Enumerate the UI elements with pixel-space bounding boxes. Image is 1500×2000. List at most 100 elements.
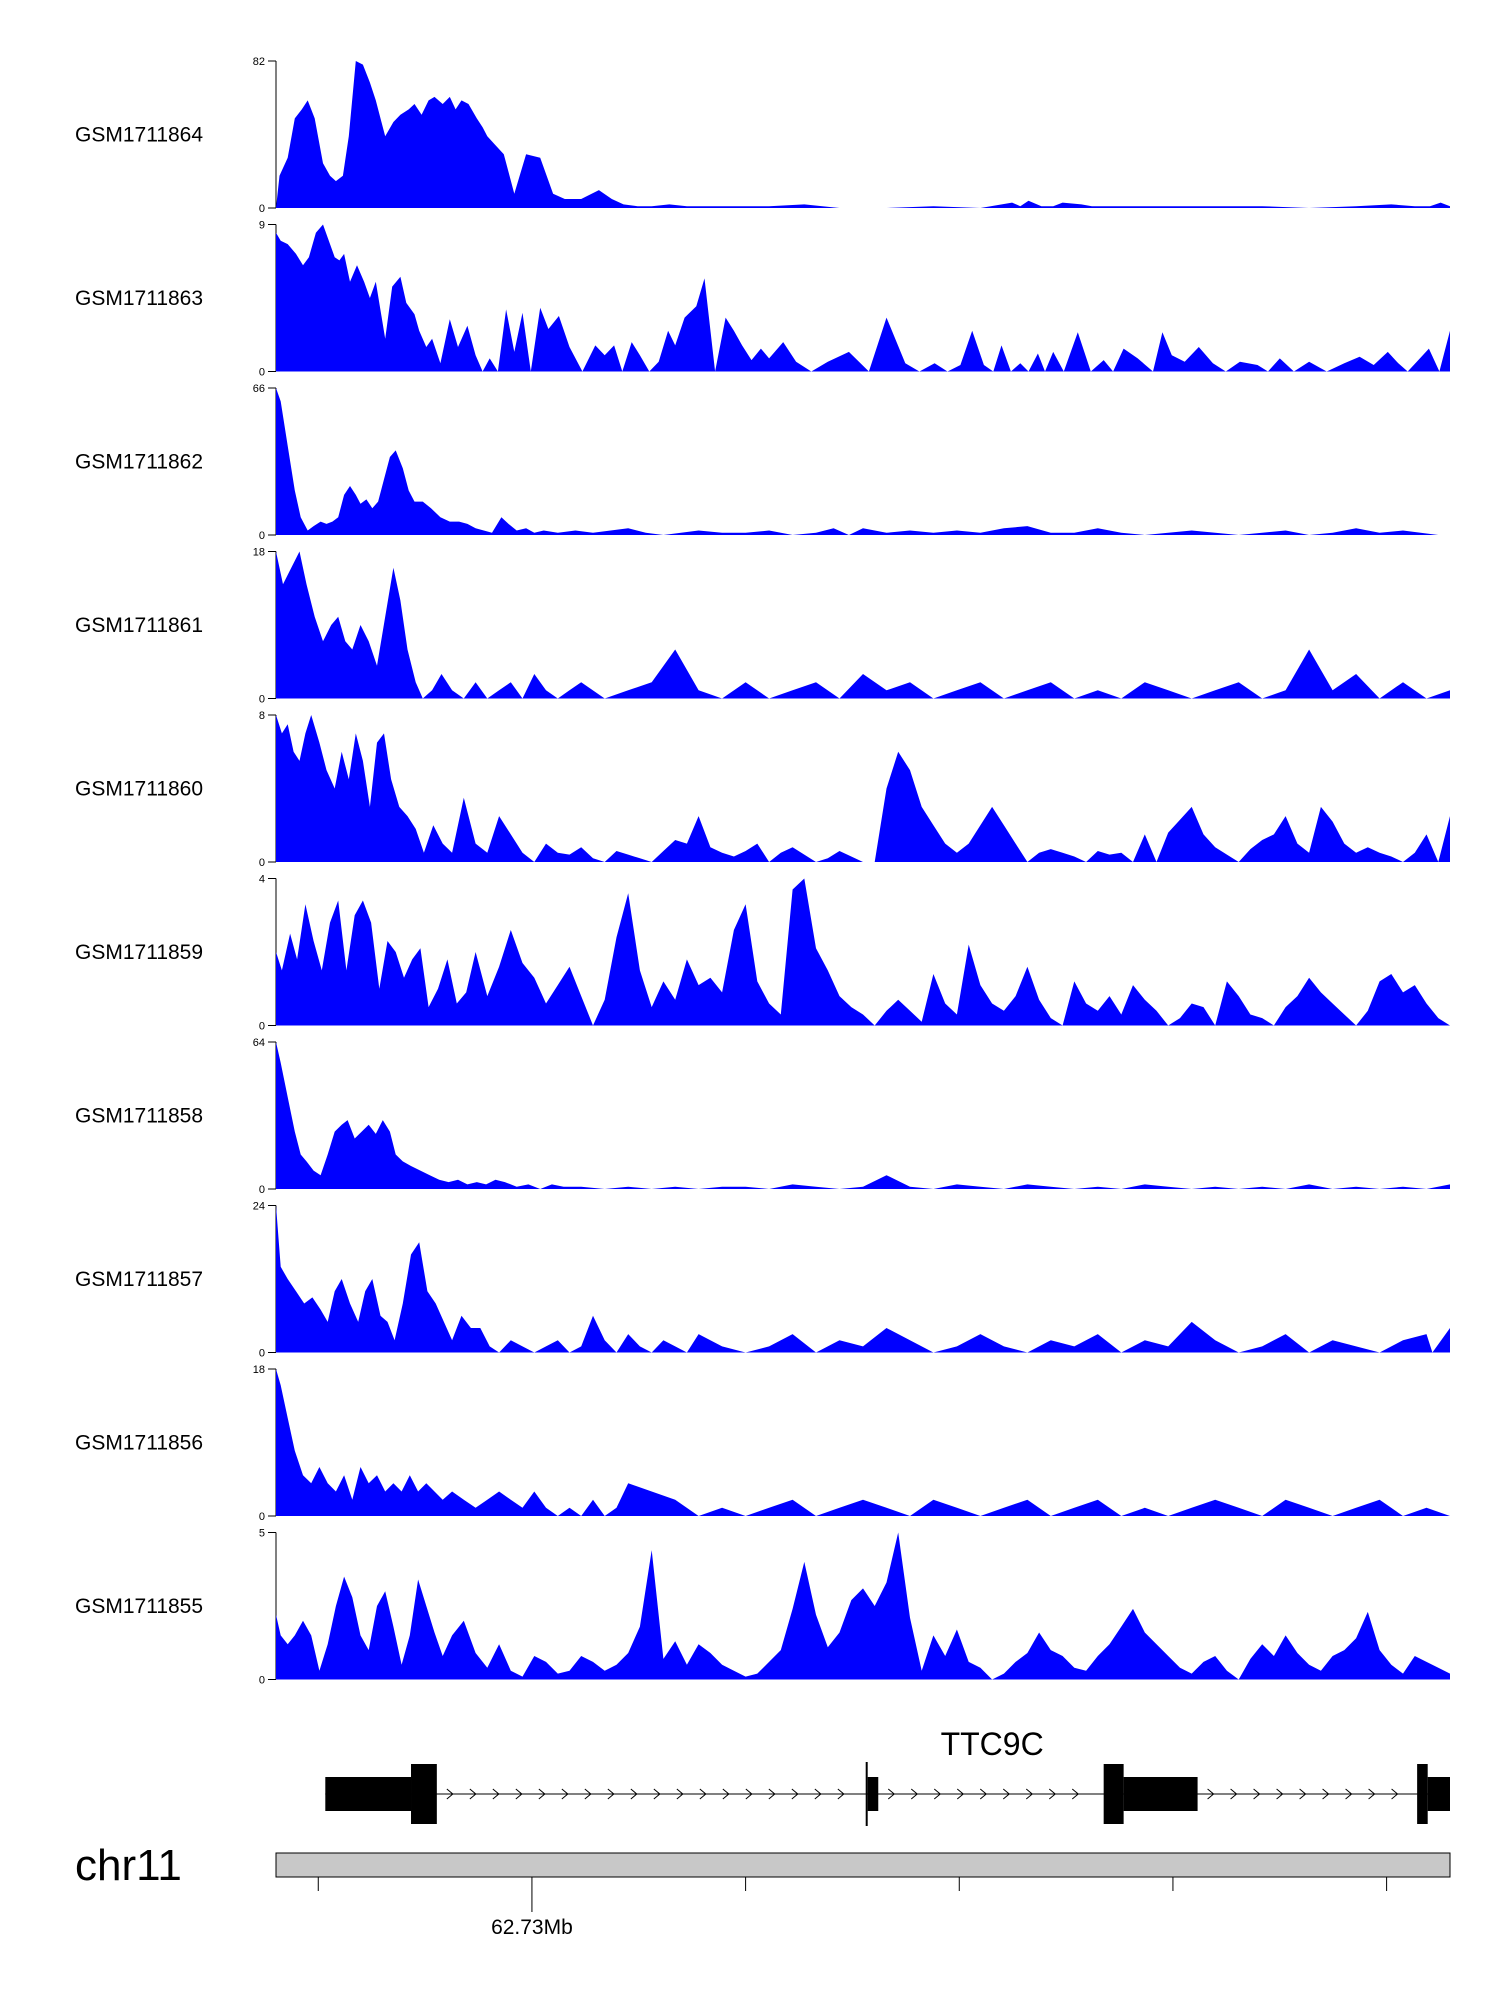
- strand-arrow: [1253, 1788, 1261, 1800]
- exon-thick: [411, 1764, 437, 1824]
- strand-arrow: [1276, 1788, 1284, 1800]
- track-label: GSM1711858: [75, 1105, 203, 1128]
- y-tick-label-max: 4: [259, 874, 265, 886]
- y-tick-label-min: 0: [259, 857, 265, 869]
- y-tick-label-min: 0: [259, 1021, 265, 1033]
- gene-label: TTC9C: [941, 1726, 1044, 1762]
- exon-thick: [1417, 1764, 1428, 1824]
- strand-arrow: [933, 1788, 942, 1800]
- y-tick-label-min: 0: [259, 1675, 265, 1687]
- track-gsm1711864: GSM1711864 82 0: [75, 56, 1450, 215]
- track-gsm1711859: GSM1711859 4 0: [75, 874, 1450, 1033]
- strand-arrow: [887, 1788, 896, 1800]
- strand-arrow: [630, 1788, 638, 1800]
- y-tick-label-max: 66: [253, 383, 265, 395]
- y-tick-label-max: 64: [253, 1037, 265, 1049]
- track-gsm1711855: GSM1711855 5 0: [75, 1528, 1450, 1687]
- strand-arrow: [492, 1788, 500, 1800]
- y-tick-label-max: 5: [259, 1528, 265, 1540]
- signal-tracks: GSM1711864820GSM171186390GSM1711862660GS…: [75, 56, 1450, 1687]
- axis-tick-label: 62.73Mb: [491, 1916, 573, 1939]
- strand-arrow: [1025, 1788, 1034, 1800]
- track-label: GSM1711861: [75, 614, 203, 637]
- signal-area: [276, 1042, 1450, 1189]
- exon-thin: [1427, 1777, 1450, 1811]
- strand-arrow: [469, 1788, 477, 1800]
- track-gsm1711858: GSM1711858 64 0: [75, 1037, 1450, 1196]
- exon-thin: [867, 1777, 879, 1811]
- signal-area: [276, 878, 1450, 1026]
- y-tick-label-min: 0: [259, 203, 265, 215]
- strand-arrow: [768, 1788, 776, 1800]
- y-tick-label-min: 0: [259, 694, 265, 706]
- y-tick-label-max: 24: [253, 1201, 265, 1213]
- signal-area: [276, 1369, 1450, 1516]
- strand-arrow: [1345, 1788, 1353, 1800]
- strand-arrow: [722, 1788, 730, 1800]
- exon-thin: [1123, 1777, 1198, 1811]
- strand-arrow: [1391, 1788, 1399, 1800]
- strand-arrow: [538, 1788, 546, 1800]
- strand-arrow: [745, 1788, 753, 1800]
- strand-arrow: [1230, 1788, 1238, 1800]
- track-label: GSM1711863: [75, 287, 203, 310]
- chromosome-label: chr11: [75, 1841, 182, 1890]
- track-gsm1711861: GSM1711861 18 0: [75, 547, 1450, 706]
- strand-arrow: [676, 1788, 684, 1800]
- signal-area: [276, 551, 1450, 699]
- signal-area: [276, 1205, 1450, 1353]
- track-label: GSM1711860: [75, 778, 203, 801]
- strand-arrow: [910, 1788, 919, 1800]
- exon-thick: [1103, 1764, 1124, 1824]
- strand-arrow: [1368, 1788, 1376, 1800]
- strand-arrow: [584, 1788, 592, 1800]
- gene-track: TTC9C: [325, 1726, 1450, 1826]
- chromosome-ideogram: [275, 1852, 1451, 1878]
- track-label: GSM1711859: [75, 941, 203, 964]
- track-label: GSM1711857: [75, 1268, 203, 1291]
- strand-arrow: [515, 1788, 523, 1800]
- signal-area: [276, 388, 1439, 535]
- y-tick-label-min: 0: [259, 1184, 265, 1196]
- strand-arrow: [1071, 1788, 1080, 1800]
- strand-arrow: [956, 1788, 965, 1800]
- strand-arrow: [837, 1788, 845, 1800]
- exon-thin: [325, 1777, 412, 1811]
- y-tick-label-min: 0: [259, 367, 265, 379]
- signal-area: [276, 61, 1450, 208]
- y-tick-label-max: 9: [259, 220, 265, 232]
- y-tick-label-min: 0: [259, 1348, 265, 1360]
- strand-arrow: [791, 1788, 799, 1800]
- y-tick-label-min: 0: [259, 530, 265, 542]
- track-label: GSM1711862: [75, 451, 203, 474]
- track-gsm1711857: GSM1711857 24 0: [75, 1201, 1450, 1360]
- strand-arrow: [1322, 1788, 1330, 1800]
- strand-arrow: [814, 1788, 822, 1800]
- strand-arrow: [1002, 1788, 1011, 1800]
- track-label: GSM1711856: [75, 1432, 203, 1455]
- strand-arrow: [653, 1788, 661, 1800]
- strand-arrow: [1207, 1788, 1215, 1800]
- track-gsm1711856: GSM1711856 18 0: [75, 1364, 1450, 1523]
- signal-area: [276, 715, 1450, 862]
- track-gsm1711860: GSM1711860 8 0: [75, 710, 1450, 869]
- y-tick-label-max: 8: [259, 710, 265, 722]
- strand-arrow: [607, 1788, 615, 1800]
- y-tick-label-max: 82: [253, 56, 265, 68]
- track-label: GSM1711864: [75, 124, 203, 147]
- strand-arrow: [446, 1788, 454, 1800]
- strand-arrow: [561, 1788, 569, 1800]
- y-tick-label-min: 0: [259, 1511, 265, 1523]
- signal-area: [276, 224, 1450, 372]
- track-label: GSM1711855: [75, 1595, 203, 1618]
- y-tick-label-max: 18: [253, 547, 265, 559]
- track-gsm1711863: GSM1711863 9 0: [75, 220, 1450, 379]
- strand-arrow: [979, 1788, 988, 1800]
- track-gsm1711862: GSM1711862 66 0: [75, 383, 1439, 542]
- chromosome-axis: chr11 62.73Mb: [75, 1841, 1451, 1939]
- strand-arrow: [1048, 1788, 1057, 1800]
- strand-arrow: [699, 1788, 707, 1800]
- signal-area: [276, 1532, 1450, 1680]
- y-tick-label-max: 18: [253, 1364, 265, 1376]
